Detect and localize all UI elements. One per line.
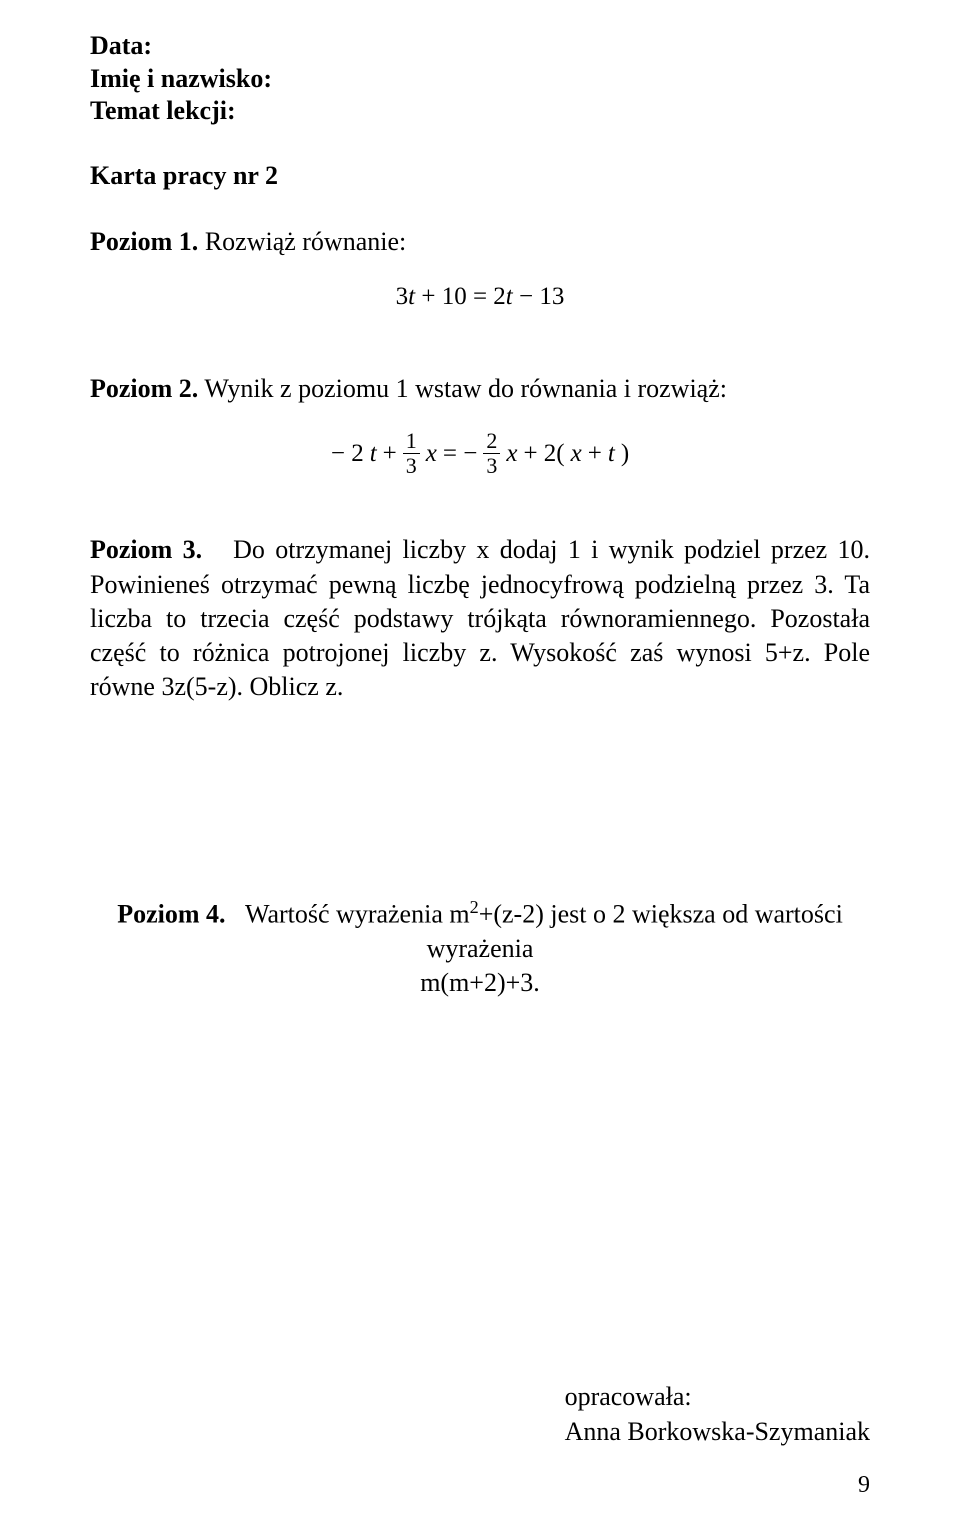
- level-1-instruction-text: Rozwiąż równanie:: [205, 227, 406, 256]
- header-data-label: Data:: [90, 30, 870, 63]
- author-block: opracowała: Anna Borkowska-Szymaniak: [565, 1380, 870, 1449]
- author-line2: Anna Borkowska-Szymaniak: [565, 1415, 870, 1449]
- eq1-lhs-a: 3: [396, 283, 409, 310]
- level-4-line2: m(m+2)+3.: [420, 968, 540, 997]
- eq2-lhs-pre: − 2: [331, 440, 364, 468]
- eq2-lhs-post: = −: [443, 440, 477, 468]
- eq2-rhs-tail: +: [588, 440, 602, 468]
- eq2-rhs-post: + 2(: [523, 440, 564, 468]
- eq2-f1-den: 3: [403, 453, 420, 477]
- level-2-instruction-text: Wynik z poziomu 1 wstaw do równania i ro…: [204, 374, 727, 403]
- level-4-text-a: Wartość wyrażenia m: [245, 899, 470, 928]
- level-1-label: Poziom 1.: [90, 227, 198, 256]
- eq1-rhs-a: 2: [493, 283, 506, 310]
- page-number: 9: [858, 1472, 870, 1499]
- level-2-equation: − 2t + 1 3 x = − 2 3 x + 2(x + t): [90, 430, 870, 477]
- eq2-frac-1: 1 3: [403, 430, 420, 477]
- eq2-f2-num: 2: [483, 430, 500, 453]
- level-4-text-b: +(z-2) jest o 2 większa od wartości wyra…: [427, 899, 843, 962]
- level-2-label: Poziom 2.: [90, 374, 198, 403]
- header-topic-label: Temat lekcji:: [90, 95, 870, 128]
- level-4-label: Poziom 4.: [117, 899, 225, 928]
- level-3-label: Poziom 3.: [90, 535, 202, 564]
- level-2-section: Poziom 2. Wynik z poziomu 1 wstaw do rów…: [90, 371, 870, 406]
- level-4-section: Poziom 4. Wartość wyrażenia m2+(z-2) jes…: [90, 895, 870, 1001]
- eq2-lhs-mid: +: [383, 440, 397, 468]
- level-3-section: Poziom 3. Do otrzymanej liczby x dodaj 1…: [90, 533, 870, 705]
- author-line1: opracowała:: [565, 1380, 870, 1414]
- level-3-text: Do otrzymanej liczby x dodaj 1 i wynik p…: [90, 535, 870, 701]
- eq2-frac-2: 2 3: [483, 430, 500, 477]
- level-1-equation: 3t + 10 = 2t − 13: [90, 283, 870, 311]
- level-4-sup: 2: [470, 897, 479, 917]
- eq1-rhs-b: 13: [539, 283, 564, 310]
- eq2-f2-den: 3: [483, 453, 500, 477]
- header-name-label: Imię i nazwisko:: [90, 63, 870, 96]
- level-1-section: Poziom 1. Rozwiąż równanie:: [90, 224, 870, 259]
- eq1-lhs-b: 10: [442, 283, 467, 310]
- worksheet-title: Karta pracy nr 2: [90, 160, 870, 193]
- eq2-f1-num: 1: [403, 430, 420, 453]
- eq2-rhs-end: ): [621, 440, 629, 468]
